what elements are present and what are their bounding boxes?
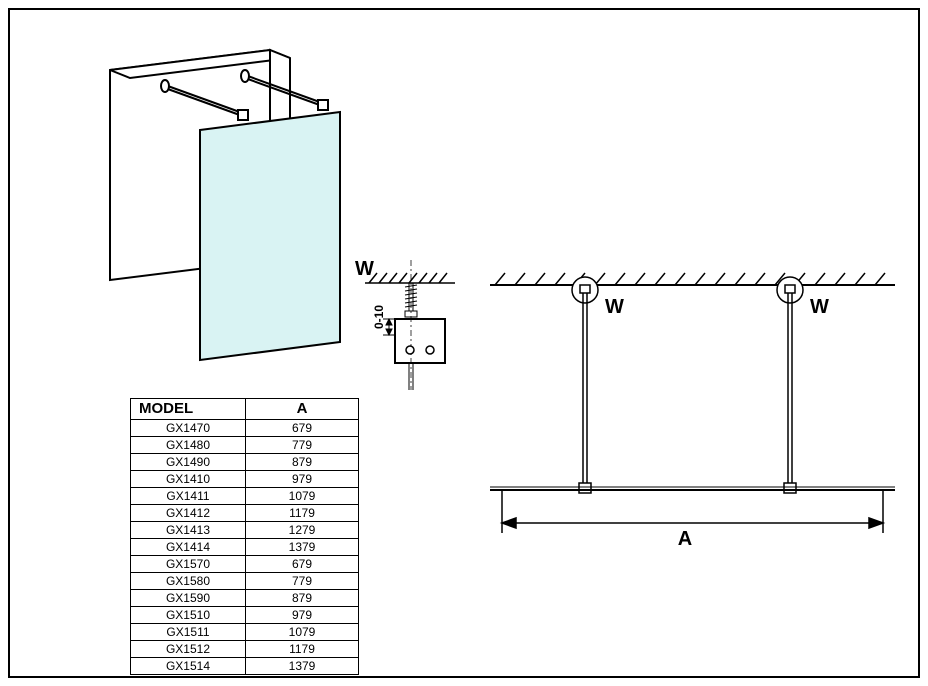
cell-a: 679 <box>246 556 359 573</box>
dimension-a-label: A <box>678 528 692 550</box>
bracket-w-label: W <box>355 258 374 280</box>
glass-panel <box>200 112 340 360</box>
mount-right <box>777 277 803 493</box>
table-row: GX1510979 <box>131 607 359 624</box>
table-row: GX1480779 <box>131 437 359 454</box>
table-row: GX14141379 <box>131 539 359 556</box>
table-row: GX1470679 <box>131 420 359 437</box>
cell-model: GX1510 <box>131 607 246 624</box>
table-row: GX1580779 <box>131 573 359 590</box>
cell-model: GX1480 <box>131 437 246 454</box>
cell-model: GX1590 <box>131 590 246 607</box>
cell-a: 1279 <box>246 522 359 539</box>
cell-a: 1379 <box>246 539 359 556</box>
top-w-label-2: W <box>810 296 829 318</box>
cell-a: 779 <box>246 573 359 590</box>
cell-model: GX1512 <box>131 641 246 658</box>
table-row: GX1570679 <box>131 556 359 573</box>
table-row: GX14121179 <box>131 505 359 522</box>
cell-model: GX1511 <box>131 624 246 641</box>
table-row: GX1410979 <box>131 471 359 488</box>
table-row: GX14131279 <box>131 522 359 539</box>
cell-a: 879 <box>246 454 359 471</box>
table-header-row: MODEL A <box>131 399 359 420</box>
table-row: GX14111079 <box>131 488 359 505</box>
mount-left <box>572 277 598 493</box>
top-view: W W A <box>490 273 895 550</box>
cell-model: GX1580 <box>131 573 246 590</box>
top-hatch <box>495 273 885 285</box>
table-row: GX15141379 <box>131 658 359 675</box>
table-row: GX1590879 <box>131 590 359 607</box>
cell-model: GX1414 <box>131 539 246 556</box>
cell-model: GX1411 <box>131 488 246 505</box>
model-table: MODEL A GX1470679GX1480779GX1490879GX141… <box>130 398 359 675</box>
cell-a: 1379 <box>246 658 359 675</box>
table-row: GX15111079 <box>131 624 359 641</box>
cell-model: GX1412 <box>131 505 246 522</box>
top-w-label-1: W <box>605 296 624 318</box>
table-row: GX15121179 <box>131 641 359 658</box>
bracket-detail: W <box>355 258 455 390</box>
cell-model: GX1410 <box>131 471 246 488</box>
cell-a: 979 <box>246 471 359 488</box>
cell-model: GX1514 <box>131 658 246 675</box>
cell-a: 1179 <box>246 505 359 522</box>
cell-a: 979 <box>246 607 359 624</box>
cell-a: 1079 <box>246 624 359 641</box>
cell-a: 1179 <box>246 641 359 658</box>
cell-a: 879 <box>246 590 359 607</box>
cell-a: 679 <box>246 420 359 437</box>
tolerance-label: 0-10 <box>372 305 386 329</box>
cell-model: GX1570 <box>131 556 246 573</box>
cell-a: 1079 <box>246 488 359 505</box>
table-body: GX1470679GX1480779GX1490879GX1410979GX14… <box>131 420 359 675</box>
cell-a: 779 <box>246 437 359 454</box>
table-row: GX1490879 <box>131 454 359 471</box>
cell-model: GX1470 <box>131 420 246 437</box>
header-model: MODEL <box>131 399 246 420</box>
isometric-view <box>110 50 340 360</box>
header-a: A <box>246 399 359 420</box>
cell-model: GX1413 <box>131 522 246 539</box>
cell-model: GX1490 <box>131 454 246 471</box>
